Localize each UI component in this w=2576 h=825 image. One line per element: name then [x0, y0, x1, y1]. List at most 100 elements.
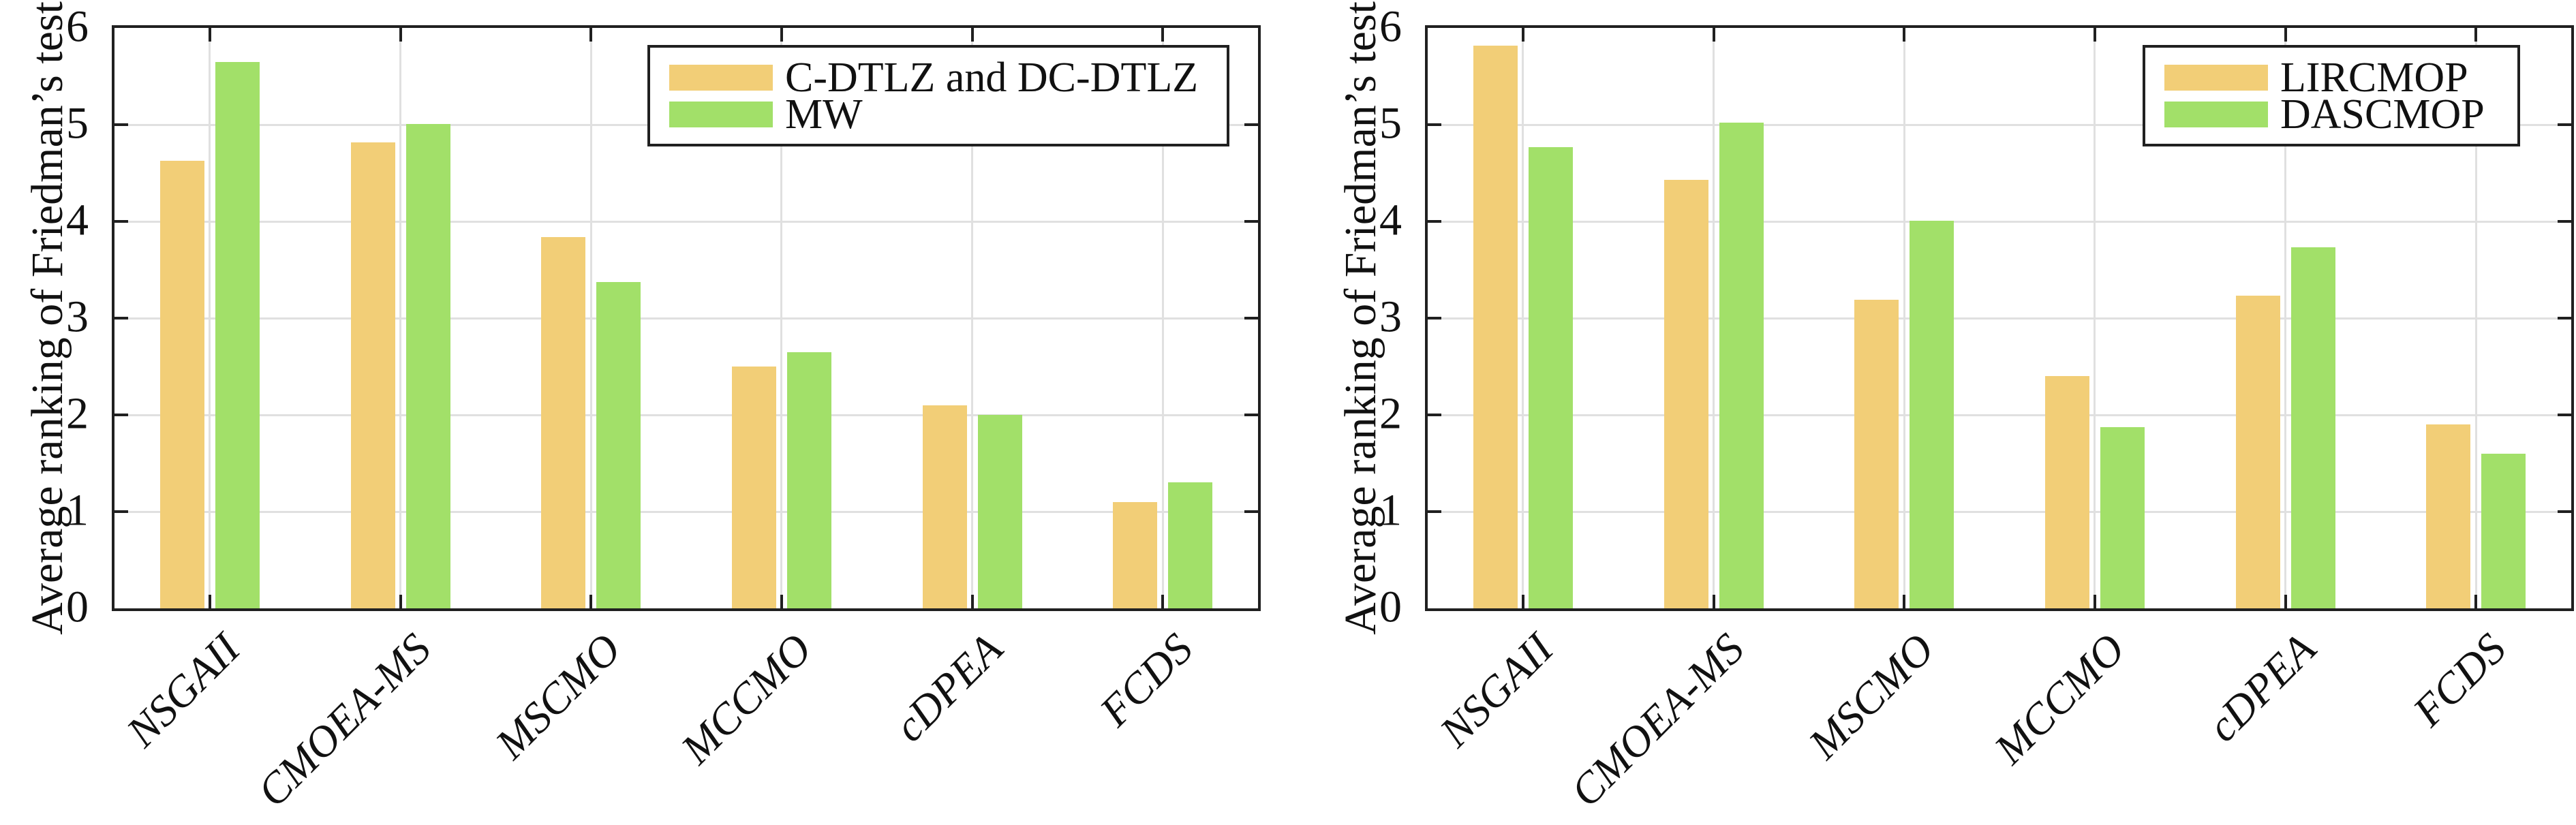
h-gridline	[114, 317, 1258, 320]
legend-swatch-green	[2164, 101, 2268, 127]
bar-tan-nsgaii	[1473, 45, 1518, 608]
x-tick-top	[208, 28, 211, 42]
y-tick-right	[1244, 414, 1258, 416]
h-gridline	[1428, 317, 2571, 320]
v-gridline	[399, 28, 401, 608]
legend-swatch-tan	[2164, 64, 2268, 91]
bar-tan-cdpea	[922, 405, 967, 608]
bar-tan-mscmo	[1854, 300, 1899, 608]
legend-entry: LIRCMOP	[2164, 57, 2517, 99]
y-tick-label: 5	[66, 98, 89, 149]
y-tick-label: 2	[1379, 388, 1402, 439]
x-tick-top	[780, 28, 783, 42]
h-gridline	[114, 220, 1258, 223]
legend-series-name: C-DTLZ and DC-DTLZ	[785, 54, 1199, 101]
x-tick-top	[1712, 28, 1715, 42]
bar-green-mscmo	[596, 282, 641, 608]
bar-tan-nsgaii	[159, 160, 204, 608]
bar-green-nsgaii	[215, 61, 260, 608]
x-tick-bottom	[208, 595, 211, 608]
legend-swatch-tan	[669, 64, 773, 91]
legend-entry: C-DTLZ and DC-DTLZ	[669, 57, 1227, 99]
y-tick-label: 0	[1379, 582, 1402, 632]
x-tick-top	[1903, 28, 1906, 42]
bar-tan-mccmo	[731, 367, 776, 608]
x-tick-label: NSGAII	[1430, 624, 1563, 756]
legend-box: C-DTLZ and DC-DTLZ MW	[647, 45, 1229, 146]
v-gridline	[2284, 28, 2286, 608]
bar-green-mscmo	[1910, 220, 1954, 608]
x-tick-top	[2284, 28, 2287, 42]
x-tick-bottom	[2474, 595, 2478, 608]
x-tick-bottom	[1903, 595, 1906, 608]
y-tick-left	[114, 123, 128, 126]
bar-green-fcds	[2481, 453, 2526, 608]
bar-green-cmoea-ms	[405, 123, 450, 608]
h-gridline	[1428, 123, 2571, 126]
y-tick-left	[1428, 317, 1441, 320]
y-tick-right	[2558, 317, 2571, 320]
h-gridline	[1428, 220, 2571, 223]
v-gridline	[780, 28, 783, 608]
bar-tan-fcds	[2426, 424, 2471, 608]
x-tick-top	[589, 28, 593, 42]
v-gridline	[1713, 28, 1715, 608]
y-tick-right	[2558, 414, 2571, 416]
y-tick-label: 5	[1379, 98, 1402, 149]
bar-tan-mccmo	[2044, 376, 2089, 608]
v-gridline	[971, 28, 973, 608]
bar-green-fcds	[1168, 482, 1213, 608]
bar-green-cdpea	[977, 415, 1022, 608]
bar-green-cmoea-ms	[1719, 123, 1764, 608]
bar-green-mccmo	[2100, 427, 2145, 608]
y-tick-right	[1244, 317, 1258, 320]
x-tick-bottom	[780, 595, 783, 608]
legend-series-name: LIRCMOP	[2280, 54, 2468, 101]
x-tick-bottom	[2284, 595, 2287, 608]
x-tick-top	[399, 28, 402, 42]
y-tick-left	[114, 220, 128, 223]
y-tick-right	[2558, 510, 2571, 513]
x-tick-top	[2474, 28, 2478, 42]
bar-tan-cdpea	[2235, 296, 2280, 608]
bar-green-cdpea	[2290, 247, 2335, 608]
y-axis-label: Average ranking of Friedman’s test	[1336, 1, 1385, 635]
y-tick-right	[1244, 510, 1258, 513]
bar-tan-cmoea-ms	[1663, 179, 1708, 608]
y-tick-label: 3	[66, 292, 89, 342]
v-gridline	[2094, 28, 2096, 608]
h-gridline	[1428, 414, 2571, 416]
y-tick-left	[1428, 123, 1441, 126]
y-tick-label: 4	[66, 195, 89, 245]
y-tick-left	[114, 414, 128, 416]
legend-entry: DASCMOP	[2164, 93, 2517, 136]
x-tick-bottom	[970, 595, 974, 608]
x-tick-bottom	[1521, 595, 1524, 608]
h-gridline	[114, 414, 1258, 416]
bar-tan-cmoea-ms	[350, 142, 395, 608]
x-tick-label: NSGAII	[117, 624, 249, 756]
bar-green-nsgaii	[1528, 146, 1573, 608]
y-tick-right	[1244, 123, 1258, 126]
y-tick-right	[2558, 123, 2571, 126]
v-gridline	[1161, 28, 1164, 608]
y-tick-left	[1428, 510, 1441, 513]
x-tick-bottom	[399, 595, 402, 608]
legend-swatch-green	[669, 101, 773, 127]
h-gridline	[114, 510, 1258, 513]
h-gridline	[1428, 510, 2571, 513]
legend-box: LIRCMOP DASCMOP	[2143, 45, 2520, 146]
y-tick-label: 4	[1379, 195, 1402, 245]
y-tick-left	[114, 510, 128, 513]
v-gridline	[2474, 28, 2477, 608]
y-tick-label: 1	[1379, 485, 1402, 535]
y-tick-label: 6	[66, 1, 89, 52]
v-gridline	[1522, 28, 1524, 608]
x-tick-top	[1521, 28, 1524, 42]
legend-entry: MW	[669, 93, 1227, 136]
legend-series-name: DASCMOP	[2280, 91, 2485, 138]
bar-tan-fcds	[1113, 501, 1158, 608]
x-tick-bottom	[1161, 595, 1165, 608]
y-tick-left	[1428, 220, 1441, 223]
